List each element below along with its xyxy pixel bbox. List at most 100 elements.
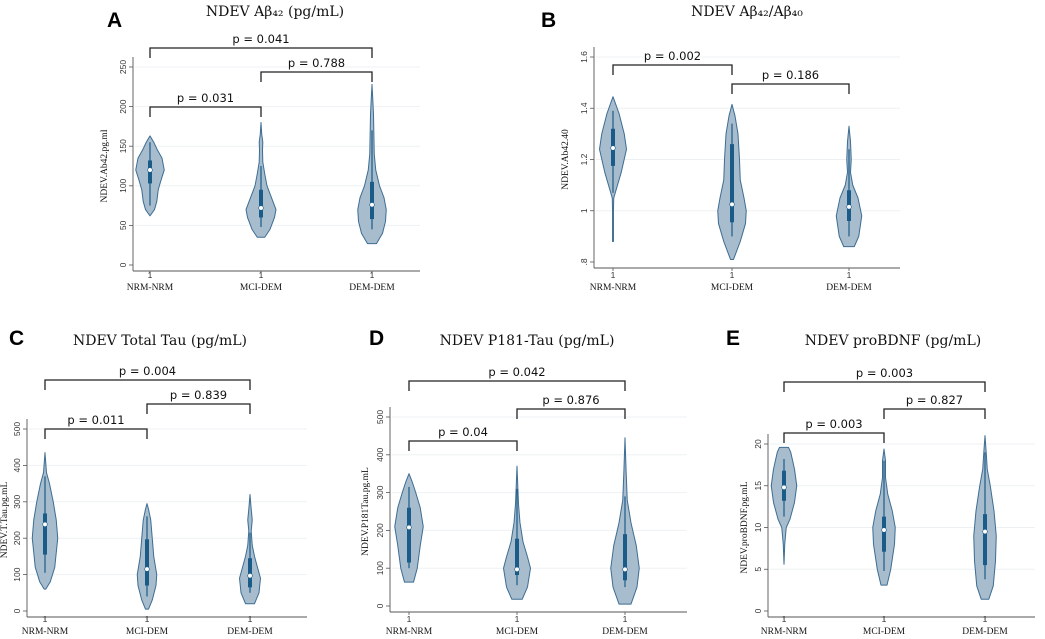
violin-iqr-box	[623, 534, 627, 581]
p-value-label: p = 0.876	[542, 393, 599, 407]
significance-bracket: p = 0.839	[146, 388, 251, 414]
x-category-label: NRM-NRM	[127, 283, 174, 293]
violin-median	[729, 201, 735, 207]
x-tick-number: 1	[43, 614, 48, 624]
x-category-label: DEM-DEM	[962, 627, 1008, 637]
violin-median	[258, 205, 264, 211]
bracket-line	[44, 379, 251, 390]
y-tick-label: .8	[579, 258, 589, 265]
violin-median	[406, 524, 412, 530]
y-tick-label: 200	[12, 531, 22, 545]
significance-bracket: p = 0.04	[408, 425, 518, 451]
violin-median	[622, 566, 628, 572]
y-axis-label: NDEV.proBDNF.pg.mL	[740, 481, 750, 573]
bracket-line	[44, 428, 148, 439]
x-category-label: DEM-DEM	[349, 283, 395, 293]
y-tick-label: 5	[753, 567, 763, 572]
violin-iqr-box	[259, 189, 263, 218]
y-tick-label: 1	[579, 208, 589, 213]
y-tick-label: 50	[118, 220, 128, 230]
violin-median	[881, 527, 887, 533]
x-category-label: MCI-DEM	[711, 283, 754, 293]
significance-bracket: p = 0.041	[149, 32, 373, 58]
significance-bracket: p = 0.186	[731, 68, 850, 94]
violin-mci-dem	[503, 465, 531, 600]
p-value-label: p = 0.788	[288, 56, 345, 70]
y-tick-label: 10	[753, 523, 763, 533]
bracket-line	[149, 47, 373, 58]
violin-iqr-box	[730, 144, 734, 223]
chart-title: NDEV Aβ₄₂/Aβ₄₀	[691, 4, 803, 20]
chart-title: NDEV proBDNF (pg/mL)	[805, 333, 981, 349]
violin-mci-dem	[872, 448, 896, 586]
panel-d: D NDEV P181-Tau (pg/mL) 0 100 200 300 400 500 ND…	[361, 327, 687, 637]
violin-dem-dem	[973, 435, 997, 600]
chart-title: NDEV Total Tau (pg/mL)	[73, 333, 247, 349]
significance-bracket: p = 0.827	[883, 393, 986, 419]
x-category-label: MCI-DEM	[863, 627, 906, 637]
violin-median	[144, 566, 150, 572]
y-tick-label: 15	[753, 481, 763, 491]
bracket-line	[516, 408, 626, 419]
y-tick-label: 500	[12, 422, 22, 436]
bracket-line	[146, 403, 251, 414]
violin-nrm-nrm	[599, 96, 627, 242]
y-axis-label: NDEV.Ab42.40	[561, 129, 571, 190]
y-tick-label: 100	[118, 178, 128, 192]
p-value-label: p = 0.041	[232, 32, 289, 46]
p-value-label: p = 0.042	[488, 365, 545, 379]
y-tick-label: 300	[375, 485, 385, 499]
significance-bracket: p = 0.003	[783, 417, 885, 443]
y-tick-label: 0	[118, 262, 128, 267]
y-axis-label: NDEV.T.Tau.pg.mL	[0, 482, 10, 559]
violin-dem-dem	[835, 125, 863, 248]
p-value-label: p = 0.827	[906, 393, 963, 407]
panel-letter: C	[9, 327, 24, 350]
x-category-label: MCI-DEM	[496, 627, 539, 637]
panel-a: A NDEV Aβ₄₂ (pg/mL) 0 50 100 150 200 250 NDEV.Ab…	[100, 4, 420, 293]
significance-bracket: p = 0.003	[783, 366, 986, 392]
p-value-label: p = 0.003	[805, 417, 862, 431]
y-tick-label: 100	[12, 567, 22, 581]
bracket-line	[783, 381, 986, 392]
panel-letter: A	[107, 9, 122, 32]
chart-title: NDEV P181-Tau (pg/mL)	[440, 333, 615, 349]
bracket-line	[612, 64, 733, 75]
x-category-label: NRM-NRM	[22, 627, 69, 637]
y-axis-label: NDEV.Ab42.pg.ml	[100, 129, 110, 202]
violin-nrm-nrm	[31, 452, 59, 590]
x-tick-number: 1	[882, 614, 887, 624]
significance-bracket: p = 0.031	[149, 91, 262, 117]
violin-median	[147, 167, 153, 173]
x-category-label: MCI-DEM	[240, 283, 283, 293]
violin-median	[514, 566, 520, 572]
violin-nrm-nrm	[770, 446, 798, 565]
y-tick-label: 1.2	[579, 153, 589, 165]
x-tick-number: 1	[248, 614, 253, 624]
y-axis-label: NDEV.P181Tau.pg.mL	[361, 467, 371, 556]
bracket-line	[731, 83, 850, 94]
violin-dem-dem	[357, 83, 387, 245]
significance-bracket: p = 0.876	[516, 393, 626, 419]
x-tick-number: 1	[148, 270, 153, 280]
p-value-label: p = 0.186	[762, 68, 819, 82]
panel-letter: D	[369, 327, 384, 350]
y-tick-label: 300	[12, 494, 22, 508]
y-tick-label: 1.6	[579, 51, 589, 63]
bracket-line	[260, 71, 373, 82]
x-tick-number: 1	[623, 614, 628, 624]
chart-title: NDEV Aβ₄₂ (pg/mL)	[206, 4, 344, 20]
violin-mci-dem	[717, 103, 747, 260]
x-category-label: MCI-DEM	[126, 627, 169, 637]
x-tick-number: 1	[515, 614, 520, 624]
p-value-label: p = 0.003	[856, 366, 913, 380]
bracket-line	[149, 106, 262, 117]
violin-median	[247, 573, 253, 579]
x-tick-number: 1	[983, 614, 988, 624]
violin-median	[42, 521, 48, 527]
violin-median	[846, 204, 852, 210]
y-tick-label: 400	[12, 458, 22, 472]
x-category-label: NRM-NRM	[590, 283, 637, 293]
x-category-label: DEM-DEM	[826, 283, 872, 293]
x-tick-number: 1	[259, 270, 264, 280]
